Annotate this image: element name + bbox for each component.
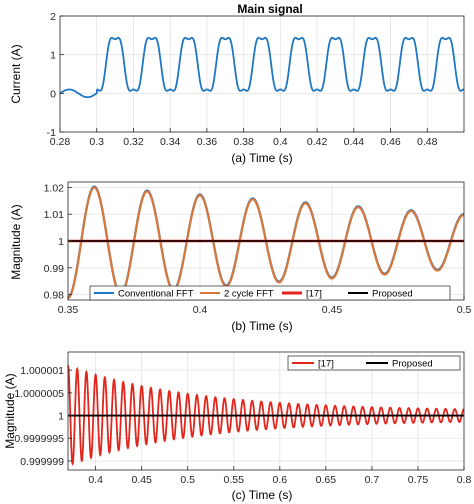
panel-c-legend: [17] Proposed [287, 355, 461, 371]
panel-b-series [68, 185, 464, 300]
panel-a: Main signal 0.28 0.3 0.32 0.34 0.36 0.38 0.4 0.… [9, 2, 465, 165]
panel-a-caption: (a) Time (s) [231, 151, 292, 165]
panel-c-xtick-label: 0.5 [180, 474, 195, 486]
panel-a-xtick-label: 0.28 [50, 136, 71, 148]
panel-b-legend-label: Proposed [372, 289, 413, 300]
panel-b-legend-box [89, 285, 451, 301]
panel-a-xtick-label: 0.3 [89, 136, 104, 148]
panel-c: 0.4 0.45 0.5 0.55 0.6 0.65 0.7 0.75 0.8 0.999999 0… [3, 351, 471, 502]
panel-a-title: Main signal [237, 2, 302, 16]
panel-c-legend-label: [17] [318, 359, 334, 370]
panel-a-ylabel: Current (A) [9, 44, 23, 103]
panel-b-legend-label: 2 cycle FFT [224, 289, 274, 300]
panel-a-xtick-label: 0.38 [233, 136, 254, 148]
panel-c-ylabel: Magnitude (A) [3, 373, 17, 448]
panel-a-ticks: 0.28 0.3 0.32 0.34 0.36 0.38 0.4 0.42 0.44 0.46 0.… [47, 11, 438, 148]
panel-b-caption: (b) Time (s) [231, 319, 292, 333]
panel-b-ytick-label: 1.02 [44, 182, 65, 194]
panel-a-ytick-label: 0 [50, 88, 56, 100]
panel-a-xtick-label: 0.48 [417, 136, 438, 148]
panel-b-xtick-label: 0.4 [193, 304, 208, 316]
panel-c-series-17 [67, 365, 465, 466]
panel-a-xtick-label: 0.34 [160, 136, 181, 148]
panel-c-ytick-label: 0.9999995 [14, 433, 64, 445]
panel-c-xtick-label: 0.4 [88, 474, 103, 486]
panel-a-ytick-label: 1 [50, 50, 56, 62]
panel-c-xtick-label: 0.8 [457, 474, 472, 486]
panel-a-xtick-label: 0.4 [273, 136, 288, 148]
panel-c-ytick-label: 0.999999 [20, 456, 64, 468]
panel-a-ytick-label: -1 [47, 127, 56, 139]
panel-c-ticks: 0.4 0.45 0.5 0.55 0.6 0.65 0.7 0.75 0.8 0.999999 0… [14, 365, 471, 486]
panel-c-legend-label: Proposed [392, 359, 433, 370]
panel-c-frame [67, 351, 465, 471]
panel-b-legend-label: Conventional FFT [118, 289, 194, 300]
panel-b-ytick-label: 1.01 [44, 209, 65, 221]
panel-b: 0.35 0.4 0.45 0.5 0.98 0.99 1 1.01 1.02 Conventi… [9, 181, 472, 333]
panel-c-xtick-label: 0.65 [316, 474, 337, 486]
panel-c-xtick-label: 0.75 [408, 474, 429, 486]
panel-c-xtick-label: 0.7 [365, 474, 380, 486]
panel-a-xtick-label: 0.32 [123, 136, 144, 148]
panel-a-xtick-label: 0.36 [197, 136, 218, 148]
panel-b-ticks: 0.35 0.4 0.45 0.5 0.98 0.99 1 1.01 1.02 [44, 182, 472, 316]
panel-b-ytick-label: 1 [58, 236, 64, 248]
panel-b-legend: Conventional FFT 2 cycle FFT [17] Proposed [89, 285, 451, 301]
panel-c-series [67, 365, 465, 466]
panel-a-series [59, 36, 465, 99]
panel-c-ytick-label: 1.000001 [20, 365, 64, 377]
panel-a-xtick-label: 0.42 [307, 136, 328, 148]
panel-c-xtick-label: 0.45 [131, 474, 152, 486]
panel-a-xtick-label: 0.44 [344, 136, 365, 148]
panel-c-caption: (c) Time (s) [232, 488, 293, 502]
panel-c-ytick-label: 1 [58, 411, 64, 423]
panel-c-ytick-label: 1.0000005 [14, 388, 64, 400]
panel-b-xtick-label: 0.45 [322, 304, 343, 316]
panel-b-legend-label: [17] [306, 289, 322, 300]
panel-b-ylabel: Magnitude (A) [9, 204, 23, 279]
panel-c-xtick-label: 0.6 [273, 474, 288, 486]
panel-a-xtick-label: 0.46 [380, 136, 401, 148]
panel-b-ytick-label: 0.99 [44, 263, 65, 275]
panel-a-plot-area [60, 16, 464, 132]
panel-b-xtick-label: 0.35 [58, 304, 79, 316]
panel-b-xtick-label: 0.5 [457, 304, 472, 316]
panel-a-ytick-label: 2 [50, 11, 56, 23]
panel-a-series-line [59, 36, 465, 99]
panel-c-xtick-label: 0.55 [224, 474, 245, 486]
panel-b-ytick-label: 0.98 [44, 290, 65, 302]
panel-a-frame [59, 15, 465, 133]
